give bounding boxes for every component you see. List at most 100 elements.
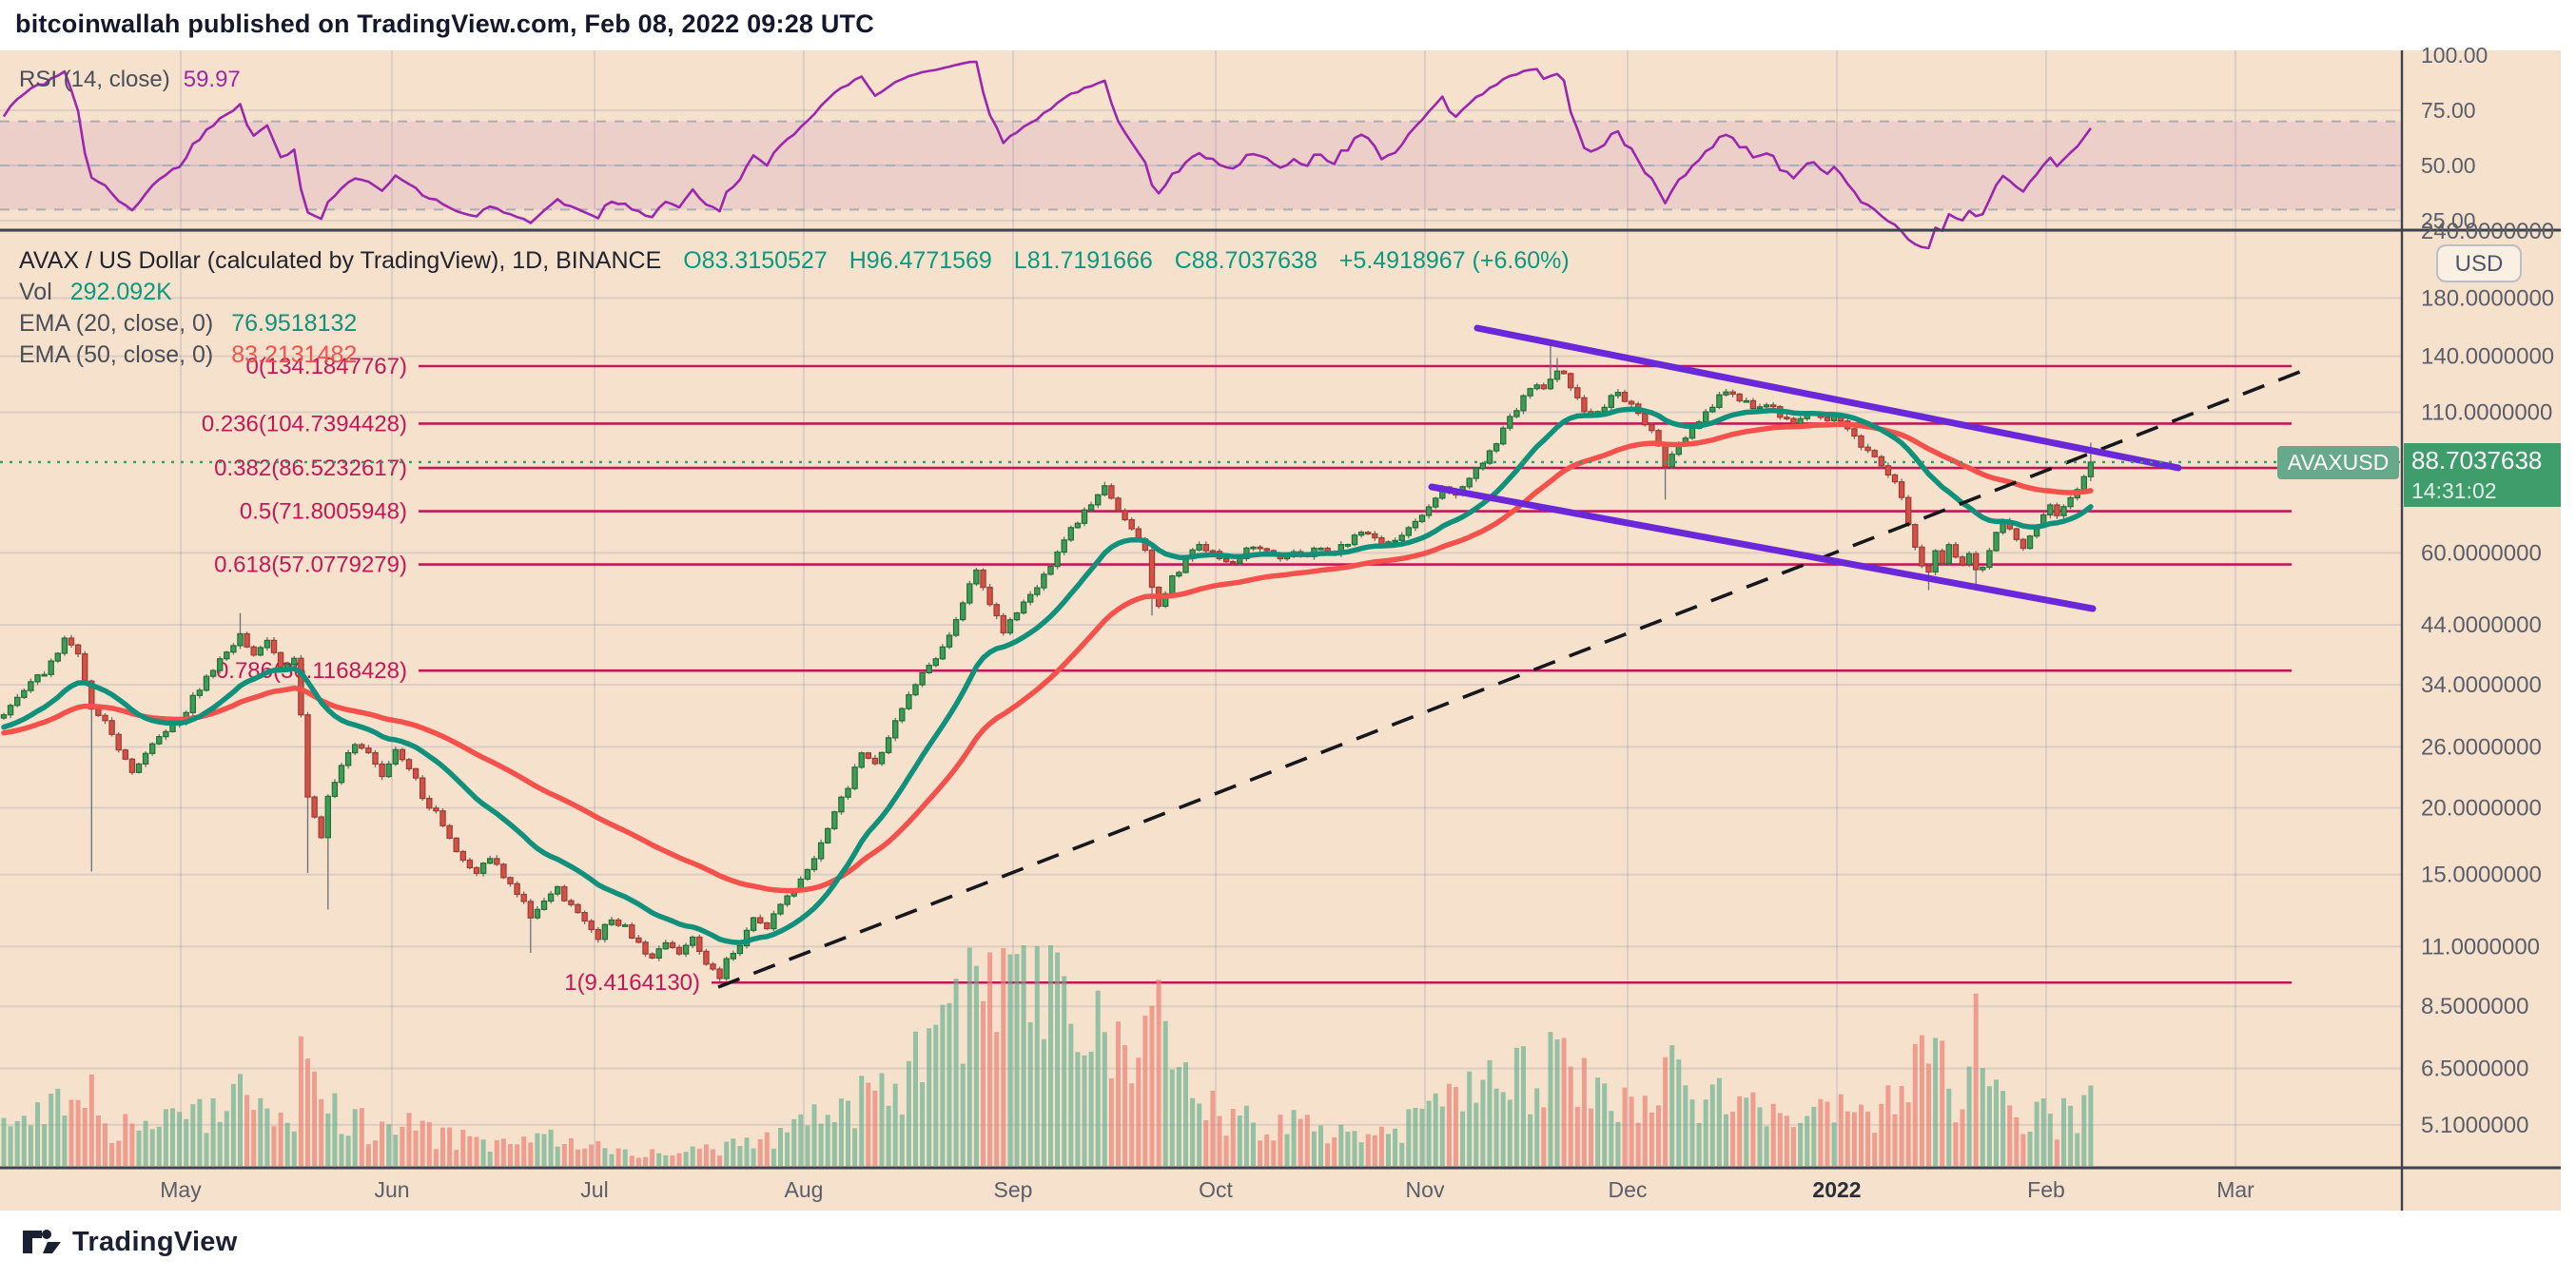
volume-bar (210, 1097, 216, 1166)
candle (871, 757, 879, 765)
candle (1344, 544, 1352, 547)
candle (804, 868, 811, 880)
candle (885, 737, 892, 753)
candle (973, 569, 980, 585)
volume-bar (1223, 1135, 1229, 1166)
ema20-line[interactable] (1, 406, 2094, 945)
time-axis-label: Dec (1609, 1177, 1648, 1202)
fib-label: 0.5(71.8005948) (240, 499, 407, 525)
volume-bar (1791, 1127, 1796, 1166)
symbol-tag[interactable] (2277, 446, 2399, 479)
volume-bar (1129, 1083, 1135, 1166)
volume-bar (177, 1112, 183, 1166)
rsi-axis-label: 25.00 (2421, 208, 2476, 233)
candle (534, 908, 541, 919)
volume-bar (197, 1098, 203, 1166)
rsi-line[interactable] (2, 60, 2092, 250)
volume-bar (1953, 1122, 1959, 1166)
candle (608, 919, 615, 925)
volume-bar (1251, 1122, 1256, 1166)
volume-bar (1, 1117, 7, 1166)
candle (412, 767, 420, 779)
volume-bar (129, 1123, 135, 1166)
candle (209, 669, 217, 677)
volume-bar (400, 1126, 405, 1166)
volume-bar (1210, 1090, 1216, 1166)
volume-bar (332, 1093, 338, 1166)
volume-bar (994, 1032, 1000, 1166)
currency-badge[interactable] (2436, 244, 2522, 282)
candle (230, 645, 237, 653)
rsi-axis-label: 50.00 (2421, 153, 2476, 178)
candle (1250, 546, 1257, 550)
ema50-line[interactable] (1, 421, 2094, 894)
candle (919, 671, 926, 686)
volume-bar (886, 1105, 891, 1166)
rsi-legend[interactable]: RSI (14, close) 59.97 (19, 67, 241, 93)
candle (1317, 547, 1324, 551)
volume-bar (1345, 1132, 1351, 1166)
candle (926, 665, 932, 674)
volume-bar (1413, 1107, 1418, 1166)
volume-bar (1879, 1103, 1884, 1166)
candle (1041, 573, 1047, 589)
volume-bar (1088, 1051, 1094, 1166)
candle (263, 639, 271, 649)
volume-bar (1696, 1122, 1702, 1166)
candle (1398, 534, 1405, 541)
volume-bar (1724, 1114, 1728, 1166)
candle (1790, 417, 1797, 425)
ohlc-change: +5.4918967 (+6.60%) (1338, 247, 1570, 274)
volume-bar (1905, 1102, 1911, 1166)
brand-name[interactable]: TradingView (72, 1226, 238, 1257)
volume-bar (703, 1144, 709, 1166)
symbol-legend[interactable]: AVAX / US Dollar (calculated by TradingV… (19, 245, 1570, 371)
volume-bar (1230, 1108, 1236, 1166)
ohlc-close: C88.7037638 (1174, 247, 1317, 274)
volume-bar (859, 1076, 865, 1166)
volume-bar (899, 1115, 905, 1166)
tradingview-logo-icon[interactable] (21, 1223, 63, 1261)
volume-bar (494, 1139, 499, 1166)
volume-bar (1048, 945, 1053, 1166)
support-trendline-dashed[interactable] (717, 366, 2311, 989)
candle (426, 798, 433, 809)
candle (1493, 443, 1500, 452)
volume-bar (838, 1098, 844, 1166)
volume-bar (1433, 1093, 1438, 1166)
channel-lower-trendline[interactable] (1428, 483, 2097, 612)
volume-bar (1075, 1052, 1081, 1166)
volume-bar (440, 1127, 445, 1166)
volume-bar (433, 1149, 439, 1166)
volume-bar (1102, 1032, 1107, 1166)
volume-bar (109, 1143, 115, 1166)
candle (682, 944, 690, 955)
volume-bar (1311, 1131, 1317, 1166)
volume-bar (1933, 1038, 1939, 1166)
candle (669, 941, 676, 948)
price-axis-label: 11.0000000 (2421, 934, 2540, 960)
volume-bar (1602, 1083, 1608, 1166)
volume-bar (2007, 1105, 2013, 1166)
candle (1237, 557, 1243, 564)
volume-bar (386, 1124, 392, 1166)
volume-bar (683, 1152, 689, 1166)
volume-bar (1493, 1088, 1499, 1166)
candle (1507, 416, 1513, 429)
candle (1567, 373, 1574, 389)
volume-bar (737, 1146, 743, 1166)
candle (838, 796, 845, 813)
candle (952, 619, 960, 636)
volume-bar (68, 1099, 74, 1166)
candle (1716, 394, 1723, 408)
volume-bar (1055, 952, 1061, 1166)
volume-bar (230, 1083, 236, 1166)
candle (824, 827, 831, 844)
candle (250, 646, 257, 656)
volume-bar (1716, 1077, 1722, 1166)
volume-bar (1162, 1020, 1168, 1166)
candle (1405, 527, 1412, 536)
channel-upper-trendline[interactable] (1473, 324, 2182, 472)
candle (966, 583, 973, 604)
